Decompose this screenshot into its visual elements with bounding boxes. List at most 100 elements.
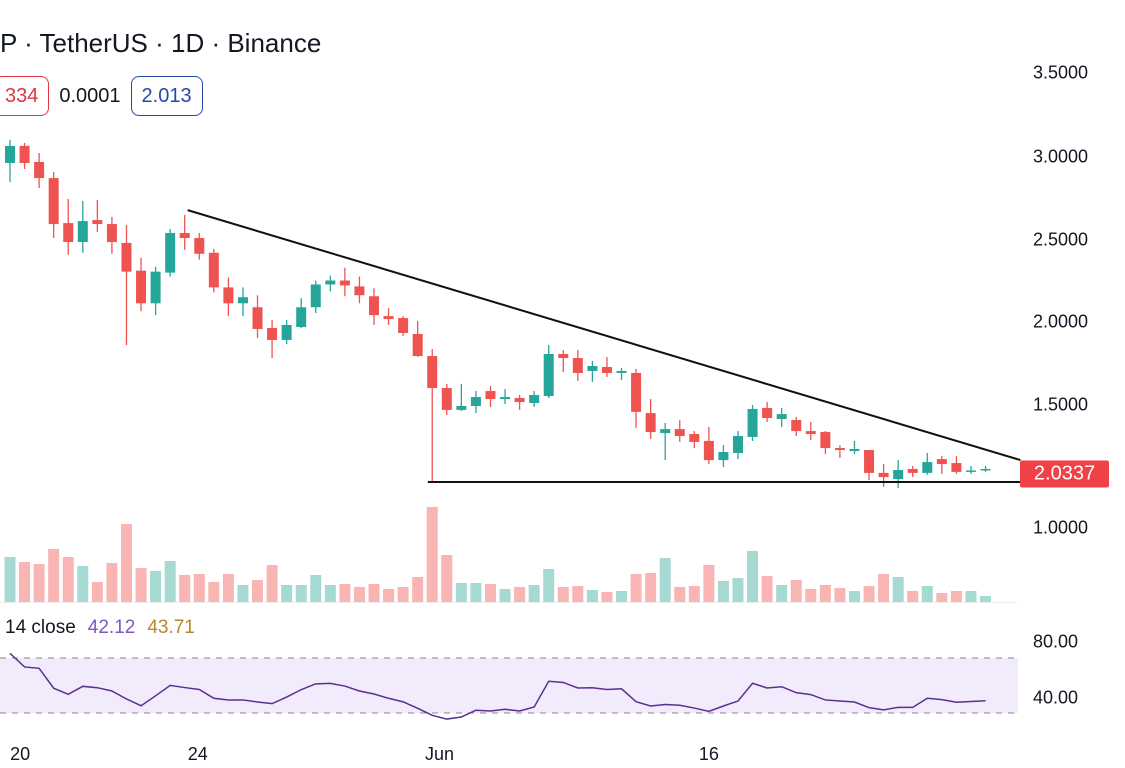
candle [194, 233, 205, 260]
volume-bar [747, 551, 759, 602]
last-price-tag: 2.0337 [1020, 460, 1109, 488]
volume-bar [310, 575, 322, 602]
candle-body [5, 145, 15, 163]
candle-body [412, 333, 423, 357]
candle-body [470, 397, 481, 406]
candle-body [805, 431, 816, 435]
candle [5, 139, 15, 183]
candle [121, 225, 132, 346]
candle [849, 440, 860, 454]
candle-body [980, 468, 991, 471]
volume-bar [48, 549, 60, 602]
candle [106, 216, 117, 254]
volume-bar [907, 591, 919, 602]
volume-bar [936, 593, 948, 602]
candle-body [77, 221, 88, 242]
candle [718, 445, 729, 467]
candle [339, 267, 350, 297]
candle-body [631, 372, 642, 412]
price-tick: 2.5000 [1033, 229, 1089, 250]
candle-body [907, 468, 918, 473]
volume-bar [484, 584, 496, 602]
candle [63, 198, 74, 255]
candle-body [121, 242, 132, 272]
symbol-title[interactable]: P · TetherUS · 1D · Binance [0, 28, 322, 58]
candle [19, 142, 30, 169]
candle [252, 295, 263, 338]
candle-body [762, 407, 773, 419]
volume-bar [91, 582, 103, 602]
candle-body [660, 429, 671, 434]
rsi-pane [0, 652, 1018, 720]
candle [601, 357, 612, 377]
volume-bar [557, 587, 569, 602]
candle-body [674, 429, 685, 436]
candle [572, 350, 583, 381]
candle-body [92, 220, 103, 225]
candle [936, 455, 947, 474]
candle-body [601, 366, 612, 373]
candle [237, 287, 248, 317]
volume-bar [353, 587, 365, 602]
candle-body [267, 327, 278, 340]
candle [500, 389, 511, 405]
candle [703, 426, 714, 465]
rsi-line [9, 652, 986, 720]
candle-body [136, 270, 147, 304]
volume-bar [397, 587, 409, 602]
volume-bar [368, 584, 380, 602]
candle [281, 320, 292, 345]
candle-body [849, 449, 860, 452]
rsi-band-fill [0, 658, 1018, 713]
candle-body [951, 463, 962, 472]
candle [208, 248, 219, 293]
candle-body [339, 280, 350, 286]
volume-bar [4, 557, 16, 602]
volume-bar [616, 591, 628, 602]
candle-body [776, 414, 787, 420]
volume-bar [179, 575, 191, 602]
time-tick: 24 [187, 744, 208, 764]
candle-body [427, 356, 438, 389]
volume-bar [252, 580, 264, 602]
candle-body [689, 434, 700, 442]
volume-bar [426, 507, 438, 602]
price-tick: 1.0000 [1033, 517, 1089, 538]
candle [805, 421, 816, 440]
candle-body [296, 307, 307, 327]
volume-bar [601, 592, 613, 602]
volume-bar [237, 585, 249, 602]
candle-body [106, 224, 117, 242]
candle-body [48, 178, 59, 225]
candle [791, 417, 802, 436]
candle [223, 277, 234, 317]
candle [558, 350, 569, 372]
candle [980, 466, 991, 472]
candle [893, 460, 904, 488]
rsi-tick: 40.00 [1033, 687, 1079, 708]
volume-bar [324, 585, 336, 602]
candle-body [500, 397, 511, 400]
volume-bar [281, 585, 293, 602]
candle [470, 391, 481, 414]
volume-bar [674, 587, 686, 602]
price-tick: 2.0000 [1033, 311, 1089, 332]
candle [441, 383, 452, 416]
rsi-value: 42.12 [87, 617, 136, 638]
candle-body [922, 462, 933, 473]
candle [529, 391, 540, 407]
volume-bar [120, 524, 132, 602]
candle [34, 152, 45, 189]
rsi-tick: 80.00 [1033, 631, 1079, 652]
candle [645, 399, 656, 439]
drawings[interactable] [187, 209, 1021, 483]
rsi-legend[interactable]: 14 close 42.12 43.71 [5, 617, 195, 639]
candle-body [645, 413, 656, 433]
volume-bar [470, 583, 482, 602]
candle [922, 452, 933, 475]
volume-bar [19, 562, 31, 602]
ohlc-values-row: 334 0.0001 2.013 [0, 76, 203, 116]
volume-bar [193, 574, 205, 602]
candle [733, 431, 743, 460]
